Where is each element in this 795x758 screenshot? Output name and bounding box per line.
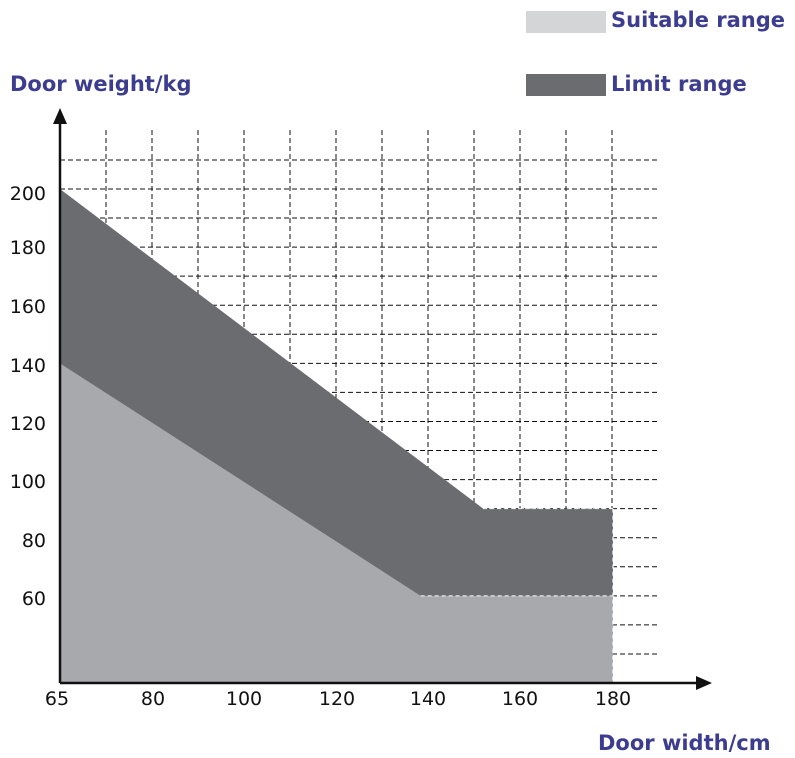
y-tick-80: 80 xyxy=(22,530,46,552)
legend-suitable-swatch xyxy=(526,11,606,33)
x-tick-180: 180 xyxy=(595,688,631,710)
y-tick-160: 160 xyxy=(10,296,46,318)
legend-suitable-label: Suitable range xyxy=(611,8,786,32)
x-tick-160: 160 xyxy=(502,688,538,710)
y-tick-100: 100 xyxy=(10,471,46,493)
y-tick-200: 200 xyxy=(10,183,46,205)
x-tick-80: 80 xyxy=(141,688,165,710)
x-tick-100: 100 xyxy=(226,688,262,710)
y-tick-120: 120 xyxy=(10,413,46,435)
y-tick-140: 140 xyxy=(10,355,46,377)
y-axis-label: Door weight/kg xyxy=(10,72,192,96)
legend-limit-swatch xyxy=(526,74,606,96)
legend-limit-label: Limit range xyxy=(611,72,747,96)
x-tick-140: 140 xyxy=(410,688,446,710)
y-tick-60: 60 xyxy=(22,588,46,610)
x-tick-120: 120 xyxy=(319,688,355,710)
y-axis-arrow xyxy=(53,108,67,124)
y-tick-180: 180 xyxy=(10,237,46,259)
x-axis-arrow xyxy=(696,676,712,690)
suitable-range-area xyxy=(60,363,613,683)
x-tick-65: 65 xyxy=(45,688,69,710)
x-axis-label: Door width/cm xyxy=(598,731,771,755)
